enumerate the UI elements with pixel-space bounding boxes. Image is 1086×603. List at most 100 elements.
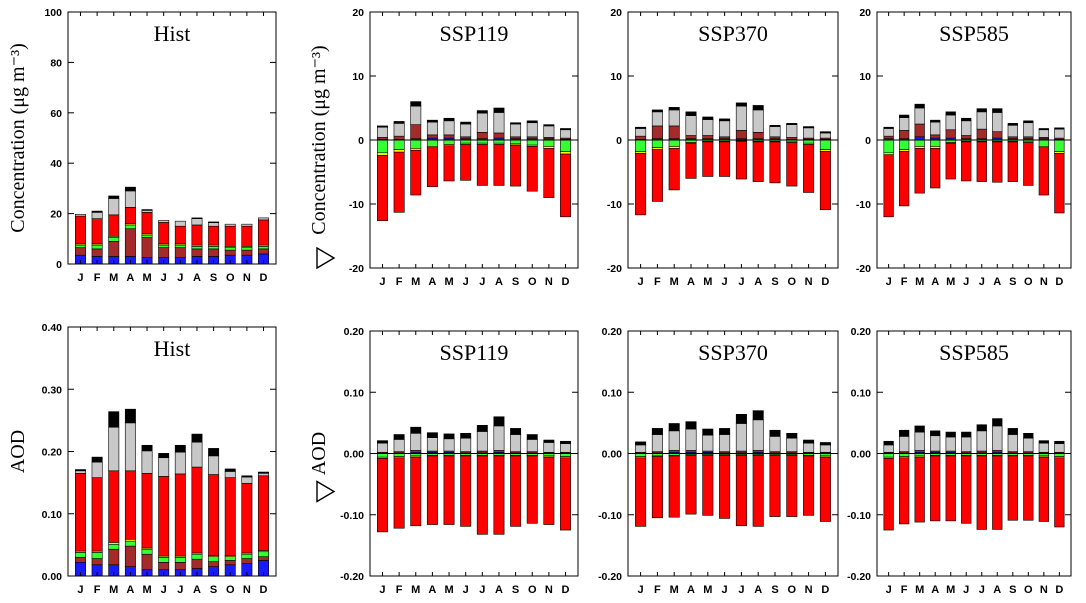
bar-segment-black-9 (1007, 428, 1018, 435)
x-tick-label: A (428, 584, 436, 596)
bar-segment-black-4 (930, 119, 941, 123)
bar-segment-red-12 (1054, 457, 1065, 528)
bar-segment-gray-9 (510, 434, 522, 452)
bar-segment-red-7 (174, 473, 186, 557)
bar-segment-brown-5 (141, 237, 153, 258)
bar-segment-gray-11 (543, 442, 555, 453)
x-tick-label: S (771, 276, 778, 288)
x-tick-label: S (771, 584, 778, 596)
bar-segment-black-5 (141, 209, 153, 211)
x-tick-label: F (94, 584, 101, 596)
bar-segment-brown-5 (945, 129, 956, 139)
x-tick-label: J (638, 276, 644, 288)
x-tick-label: J (463, 584, 469, 596)
y-tick-label: 0.10 (42, 509, 63, 521)
bar-segment-gray-5 (702, 434, 714, 452)
bar-segment-black-11 (803, 126, 815, 129)
bar-segment-red-1 (635, 153, 647, 216)
x-tick-label: O (528, 276, 537, 288)
bar-segment-gray-10 (224, 471, 236, 478)
bar-segment-green-4 (426, 139, 438, 147)
bar-segment-red-5 (443, 145, 455, 182)
chart-panel-1: J F M A M J J A S O N D020406080100HistConcentratio… (7, 7, 277, 284)
bar-segment-black-9 (510, 428, 522, 435)
bar-segment-brown-5 (702, 135, 714, 140)
plot-frame (67, 11, 277, 265)
bar-segment-brown-1 (75, 557, 86, 563)
y-tick-label: 0.00 (851, 449, 872, 461)
bar-segment-red-3 (668, 148, 680, 191)
bar-segment-gray-9 (769, 436, 781, 452)
bar-segment-gray-10 (224, 223, 236, 227)
bar-segment-gray-5 (945, 436, 956, 452)
bar-segment-black-8 (493, 416, 505, 427)
bar-segment-red-4 (685, 455, 697, 515)
y-tick-label: 0.40 (42, 322, 63, 334)
bar-segment-red-2 (91, 218, 103, 245)
bar-segment-black-9 (769, 429, 781, 437)
bar-segment-gray-8 (992, 425, 1003, 451)
bar-segment-gray-2 (393, 123, 405, 137)
bar-segment-gray-6 (961, 120, 972, 136)
bar-segment-red-3 (914, 456, 925, 523)
y-tick-label: 20 (610, 7, 622, 19)
bar-segment-gray-3 (108, 198, 120, 216)
bar-segment-black-10 (526, 434, 538, 440)
bar-segment-brown-2 (651, 125, 663, 140)
bar-segment-black-7 (476, 110, 488, 114)
x-tick-label: J (77, 272, 83, 284)
bar-segment-black-10 (786, 432, 798, 439)
bar-segment-red-7 (174, 225, 186, 245)
bar-segment-green-4 (124, 540, 136, 547)
bar-segment-black-7 (174, 444, 186, 453)
bar-segment-black-4 (685, 111, 697, 116)
x-tick-label: F (654, 276, 661, 288)
bar-segment-brown-1 (883, 135, 894, 140)
x-tick-label: J (638, 584, 644, 596)
bar-segment-red-4 (930, 148, 941, 189)
bar-segment-gray-9 (1007, 434, 1018, 452)
panel-title: SSP119 (440, 340, 509, 365)
bar-segment-yellow-2 (393, 149, 405, 153)
bar-segment-brown-3 (668, 125, 680, 140)
bar-segment-gray-7 (476, 112, 488, 133)
bar-segment-red-12 (560, 153, 571, 218)
bar-segment-red-6 (460, 144, 472, 181)
y-tick-label: 0.00 (602, 449, 623, 461)
x-tick-label: M (444, 584, 453, 596)
x-tick-label: M (946, 276, 955, 288)
bar-segment-red-12 (1054, 153, 1065, 214)
bar-segment-red-5 (945, 455, 956, 522)
bar-segment-gray-7 (174, 220, 186, 227)
x-tick-label: A (687, 584, 695, 596)
x-tick-label: J (77, 584, 83, 596)
bar-segment-green-3 (410, 139, 422, 149)
x-tick-label: D (260, 272, 268, 284)
bar-segment-gray-11 (803, 127, 815, 139)
bar-segment-gray-3 (410, 105, 422, 125)
x-tick-label: F (396, 276, 403, 288)
bar-segment-green-1 (377, 139, 388, 154)
x-tick-label: D (1055, 276, 1063, 288)
y-tick-label: -10 (607, 199, 622, 211)
bar-segment-red-3 (914, 148, 925, 194)
bar-segment-black-8 (752, 410, 764, 421)
bar-segment-brown-4 (124, 228, 136, 257)
bar-segment-gray-11 (1038, 129, 1049, 138)
panel-title: SSP370 (698, 21, 768, 46)
bar-segment-black-6 (460, 432, 472, 439)
y-tick-label: 20 (50, 209, 62, 221)
bar-segment-gray-12 (819, 132, 831, 139)
x-tick-label: O (528, 584, 537, 596)
bar-segment-gray-1 (75, 214, 86, 217)
bar-segment-gray-5 (945, 114, 956, 131)
y-tick-label: -0.20 (598, 571, 622, 583)
x-tick-label: N (1040, 584, 1048, 596)
x-tick-label: J (177, 272, 183, 284)
bar-segment-brown-2 (899, 130, 910, 140)
bar-segment-black-7 (735, 102, 747, 107)
bar-segment-brown-8 (191, 248, 203, 257)
bar-segment-black-1 (635, 126, 647, 129)
y-tick-label: 0 (616, 135, 622, 147)
